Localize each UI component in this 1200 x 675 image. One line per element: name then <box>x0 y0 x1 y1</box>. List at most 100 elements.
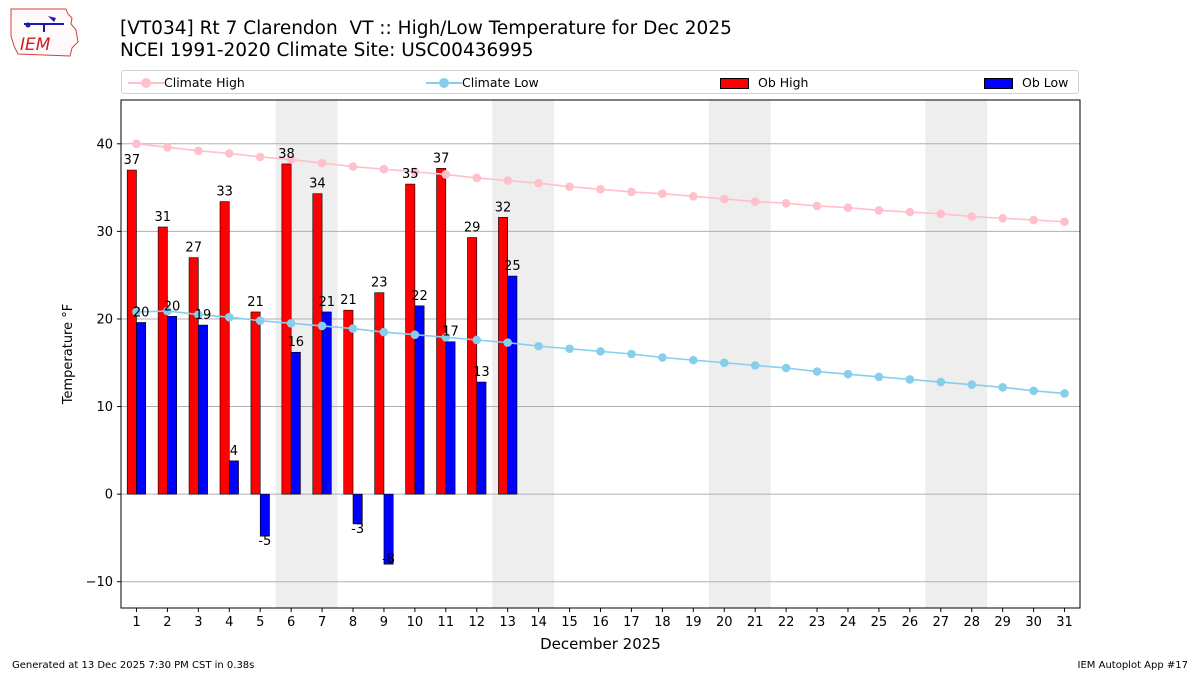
ob-low-label-1: 20 <box>133 305 150 320</box>
climate-high-point-7 <box>317 158 327 168</box>
climate-low-point-11 <box>441 333 451 342</box>
weekend-shade-28 <box>956 100 988 608</box>
legend-ob-low: Ob Low <box>984 75 1076 91</box>
app-credit: IEM Autoplot App #17 <box>1077 660 1188 671</box>
climate-high-point-27 <box>936 209 946 219</box>
climate-low-point-30 <box>1029 386 1038 396</box>
ob-high-swatch <box>720 78 749 89</box>
title-line-1: [VT034] Rt 7 Clarendon VT :: High/Low Te… <box>120 18 732 39</box>
x-tick-label-17: 17 <box>623 615 640 630</box>
y-tick-label-40: 40 <box>96 137 113 152</box>
x-tick-label-19: 19 <box>685 615 702 630</box>
climate-low-point-21 <box>750 361 760 370</box>
x-tick-label-4: 4 <box>225 615 233 630</box>
x-tick-label-5: 5 <box>256 615 264 630</box>
climate-low-point-12 <box>472 335 482 345</box>
y-tick-label-30: 30 <box>96 225 113 240</box>
ob-low-bar-6 <box>290 351 301 495</box>
x-tick-label-24: 24 <box>840 615 857 630</box>
climate-high-point-18 <box>658 189 667 199</box>
ob-low-bar-9 <box>383 493 394 565</box>
ob-low-label-10: 22 <box>411 289 428 304</box>
climate-high-point-8 <box>348 162 358 171</box>
climate-low-point-1 <box>132 307 141 317</box>
climate-low-point-7 <box>317 321 327 331</box>
climate-low-point-27 <box>936 377 946 387</box>
ob-high-label-1: 37 <box>124 153 141 168</box>
ob-high-bar-7 <box>312 193 323 495</box>
legend-climate-low: Climate Low <box>426 75 576 91</box>
ob-low-label-2: 20 <box>164 299 181 314</box>
x-tick-label-29: 29 <box>994 615 1011 630</box>
x-tick-label-14: 14 <box>530 615 547 630</box>
climate-low-point-18 <box>658 353 667 362</box>
climate-high-point-10 <box>410 167 420 177</box>
ob-low-label-11: 17 <box>442 325 459 340</box>
climate-high-point-19 <box>689 192 698 201</box>
climate-high-point-13 <box>503 176 512 185</box>
climate-low-point-9 <box>379 327 389 337</box>
ob-high-label-4: 33 <box>216 185 233 200</box>
title-line-2: NCEI 1991-2020 Climate Site: USC00436995 <box>120 40 534 61</box>
climate-high-line <box>136 142 1065 223</box>
climate-high-point-24 <box>843 203 853 213</box>
ob-high-label-2: 31 <box>154 210 171 225</box>
ob-low-bar-8 <box>352 493 363 525</box>
legend-label-ob-low: Ob Low <box>1022 75 1069 90</box>
climate-high-marker-swatch <box>141 78 151 88</box>
ob-high-bar-10 <box>405 183 416 495</box>
climate-low-point-4 <box>224 312 234 322</box>
x-tick-label-25: 25 <box>871 615 888 630</box>
climate-low-point-20 <box>719 358 729 368</box>
climate-low-point-24 <box>843 369 853 379</box>
ob-low-swatch <box>984 78 1013 89</box>
x-tick-label-13: 13 <box>499 615 516 630</box>
chart-title: [VT034] Rt 7 Clarendon VT :: High/Low Te… <box>120 18 732 62</box>
climate-high-point-4 <box>224 149 234 158</box>
climate-high-point-2 <box>163 142 172 152</box>
ob-high-bar-4 <box>219 201 230 495</box>
ob-high-label-8: 21 <box>340 293 357 308</box>
x-tick-label-22: 22 <box>778 615 795 630</box>
ob-high-label-3: 27 <box>185 241 202 256</box>
y-tick-label--10: −10 <box>86 575 113 590</box>
legend: Climate High Climate Low Ob High Ob Low <box>121 70 1079 94</box>
climate-high-point-16 <box>596 185 605 194</box>
climate-low-point-31 <box>1060 389 1069 398</box>
x-tick-label-27: 27 <box>933 615 950 630</box>
x-tick-label-31: 31 <box>1056 615 1073 630</box>
ob-low-label-3: 19 <box>195 308 212 323</box>
ob-low-bar-10 <box>414 305 425 495</box>
ob-high-bar-11 <box>436 168 447 495</box>
ob-low-label-12: 13 <box>473 365 490 380</box>
x-tick-label-15: 15 <box>561 615 578 630</box>
climate-low-point-14 <box>534 341 543 351</box>
x-tick-label-26: 26 <box>902 615 919 630</box>
ob-high-bar-1 <box>126 169 137 495</box>
ob-low-bar-1 <box>136 322 147 495</box>
climate-low-point-22 <box>781 363 791 373</box>
ob-high-label-13: 32 <box>495 200 512 215</box>
climate-high-point-26 <box>905 207 915 217</box>
weekend-shade-14 <box>523 100 555 608</box>
ob-high-bar-6 <box>281 163 292 495</box>
iem-logo: IEM <box>8 6 80 58</box>
y-tick-label-0: 0 <box>105 488 113 503</box>
x-axis-label: December 2025 <box>540 635 661 653</box>
weekend-shade-20 <box>708 100 740 608</box>
ob-low-label-8: -3 <box>351 522 364 537</box>
climate-high-point-3 <box>194 146 203 156</box>
x-tick-label-28: 28 <box>963 615 980 630</box>
x-tick-label-2: 2 <box>163 615 171 630</box>
climate-low-point-15 <box>565 344 574 354</box>
x-tick-label-12: 12 <box>468 615 485 630</box>
x-tick-label-21: 21 <box>747 615 764 630</box>
ob-low-label-13: 25 <box>504 259 521 274</box>
x-tick-label-1: 1 <box>132 615 140 630</box>
climate-low-point-26 <box>905 375 915 384</box>
climate-low-marker-swatch <box>439 78 449 88</box>
ob-low-bar-12 <box>476 381 487 495</box>
iem-logo-graphic: IEM <box>10 8 79 57</box>
y-tick-label-20: 20 <box>96 312 113 327</box>
ob-low-bar-3 <box>198 324 208 495</box>
